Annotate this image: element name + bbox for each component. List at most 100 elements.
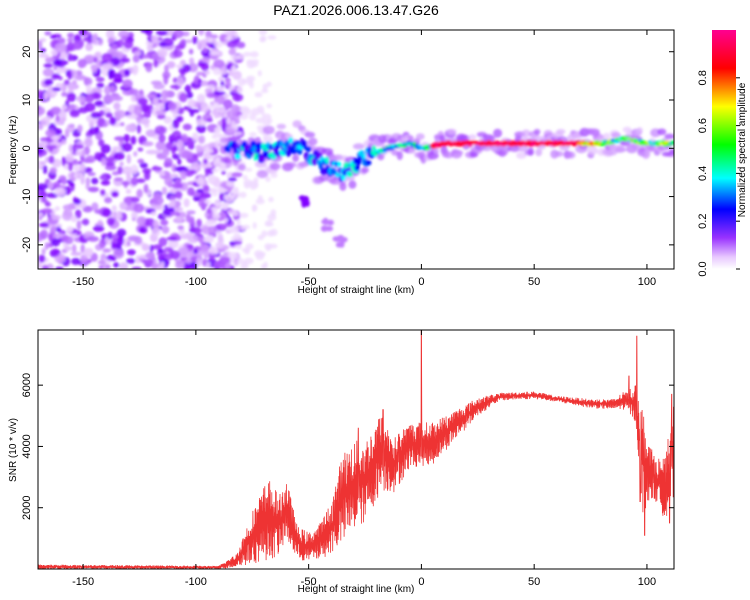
spectrogram-cell [70,215,78,223]
spectrogram-cell [54,187,66,196]
spectrogram-cell [292,120,302,128]
spectrogram-cell [82,205,93,213]
spectrogram-cell [61,104,68,110]
spectrogram-cell [203,236,214,243]
spectrogram-cell [198,30,205,36]
spectrogram-cell [565,151,576,159]
spectrogram-cell [222,112,228,118]
spectrogram-cell [64,245,72,252]
spectrogram-cell [83,77,93,86]
x-tick-label: -50 [301,276,317,288]
spectrogram-cell [137,97,148,106]
spectrogram-cell [262,134,269,143]
spectrogram-ridge-cell [354,164,360,171]
spectrogram-cell [163,74,169,85]
spectrogram-cell [252,222,257,229]
spectrogram-cell [177,158,182,166]
spectrogram-cell [90,112,102,119]
spectrogram-cell [67,32,75,38]
spectrogram-cell [45,57,55,63]
spectrogram-cell [459,134,470,142]
spectrogram-cell [226,109,237,118]
spectrogram-cell [133,106,143,116]
spectrogram-cell [114,50,124,59]
spectrogram-cell [292,154,299,163]
spectrogram-cell [636,127,643,134]
spectrogram-cell [105,112,113,118]
spectrogram-cell [202,47,208,53]
spectrogram-cell [230,54,240,61]
spectrogram-cell [669,148,674,155]
spectrogram-cell [183,198,190,208]
spectrogram-cell [106,217,115,226]
spectrogram-cell [453,150,464,156]
spectrogram-cell [133,50,142,56]
spectrogram-cell [217,233,224,243]
spectrogram-cell [187,187,195,196]
chart-title: PAZ1.2026.006.13.47.G26 [273,2,439,18]
spectrogram-frame [37,29,675,270]
spectrogram-cell [117,235,124,246]
spectrogram-cell [226,171,234,180]
spectrogram-cell [201,244,210,252]
spectrogram-cell [164,176,174,187]
spectrogram-cell [77,60,86,69]
snr-y-ticks: 2000 4000 6000 [21,373,674,520]
spectrogram-cell [151,34,159,44]
y-tick-label: 2000 [21,495,33,519]
spectrogram-cell [255,117,266,124]
spectrogram-cell [343,175,356,181]
spectrogram-cell [38,183,48,190]
spectrogram-x-label: Height of straight line (km) [298,285,415,296]
spectrogram-cell [232,131,243,136]
spectrogram-cell [67,41,74,52]
spectrogram-cell [120,57,131,63]
colorbar-tick-label: 0.4 [697,166,709,181]
spectrogram-cell [64,79,70,86]
spectrogram-cell [105,157,115,162]
spectrogram-cell [42,116,53,121]
spectrogram-cell [98,139,105,147]
spectrogram-cell [189,216,195,226]
spectrogram-cell [65,153,75,163]
spectrogram-cell [41,265,49,269]
spectrogram-y-label: Frequency (Hz) [8,116,19,185]
spectrogram-cell [163,246,173,253]
spectrogram-cell [205,88,213,93]
spectrogram-cell [51,225,57,231]
spectrogram-cell [81,219,90,225]
spectrogram-cell [52,87,61,92]
spectrogram-ridge-cell [324,156,330,164]
spectrogram-cell [66,92,77,103]
spectrogram-cell [174,216,184,223]
spectrogram-cell [218,165,228,171]
spectrogram-cell [163,116,173,124]
spectrogram-cell [224,36,235,41]
snr-x-label: Height of straight line (km) [298,584,415,595]
spectrogram-cell [91,177,99,185]
spectrogram-cell [221,156,232,164]
spectrogram-cell [140,30,150,34]
spectrogram-cell [162,148,170,157]
spectrogram-cell [154,125,167,135]
spectrogram-cell [167,61,176,69]
spectrogram-cell [195,227,202,234]
spectrogram-cell [39,191,48,198]
spectrogram-cell [38,212,44,218]
spectrogram-cell [157,248,164,254]
spectrogram-cell [131,211,138,220]
spectrogram-cell [615,147,627,153]
spectrogram-cell [54,42,67,53]
spectrogram-cell [137,158,145,164]
spectrogram-cell [38,40,43,50]
spectrogram-cell [97,38,104,46]
spectrogram-cell [228,177,237,182]
spectrogram-cell [664,133,674,140]
spectrogram-cell [155,110,167,116]
spectrogram-cell [258,30,268,35]
spectrogram-cell [76,220,82,231]
spectrogram-cell [101,63,113,70]
spectrogram-cell [182,123,192,131]
spectrogram-cell [122,79,133,89]
x-tick-label: 0 [418,276,424,288]
